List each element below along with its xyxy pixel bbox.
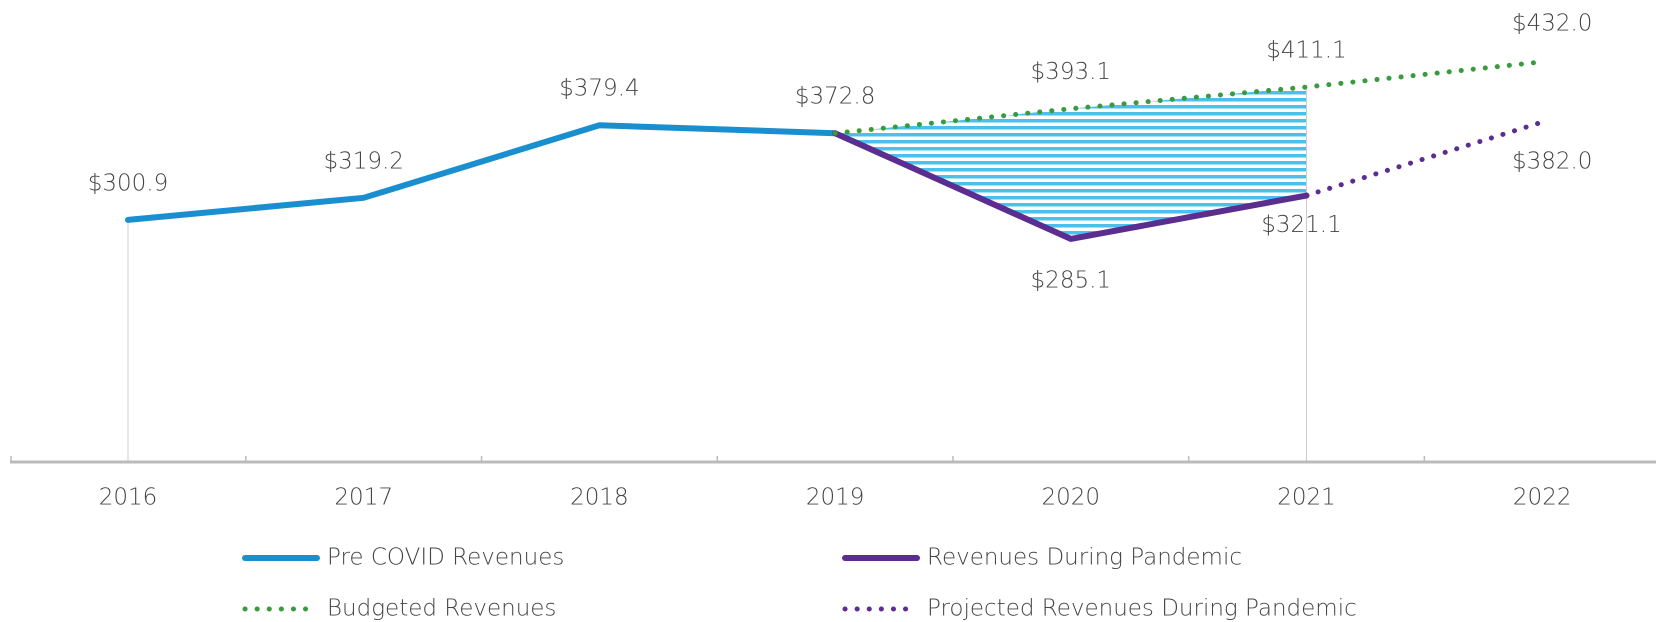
series-line — [1304, 119, 1545, 199]
data-label: $393.1 — [1031, 59, 1111, 85]
data-label: $285.1 — [1031, 267, 1111, 293]
x-tick-label: 2021 — [1277, 485, 1336, 511]
x-tick-label: 2020 — [1042, 485, 1101, 511]
legend-label: Pre COVID Revenues — [327, 545, 564, 571]
series-line — [125, 122, 839, 223]
legend-label: Budgeted Revenues — [327, 596, 556, 622]
x-tick-label: 2017 — [334, 485, 393, 511]
data-label: $379.4 — [559, 76, 639, 102]
x-tick-label: 2018 — [570, 485, 629, 511]
legend-label: Projected Revenues During Pandemic — [927, 596, 1357, 622]
data-label: $321.1 — [1261, 212, 1341, 238]
data-label: $372.8 — [795, 84, 875, 110]
x-tick-label: 2019 — [806, 485, 865, 511]
data-label: $319.2 — [323, 148, 403, 174]
x-tick-label: 2016 — [99, 485, 158, 511]
data-label: $432.0 — [1512, 10, 1592, 36]
series-line — [832, 130, 1310, 242]
gap-area — [835, 87, 1307, 239]
data-label: $382.0 — [1512, 149, 1592, 175]
data-label: $300.9 — [88, 170, 168, 196]
legend-label: Revenues During Pandemic — [927, 545, 1242, 571]
x-tick-label: 2022 — [1513, 485, 1572, 511]
series-line — [832, 59, 1545, 136]
data-label: $411.1 — [1266, 38, 1346, 64]
